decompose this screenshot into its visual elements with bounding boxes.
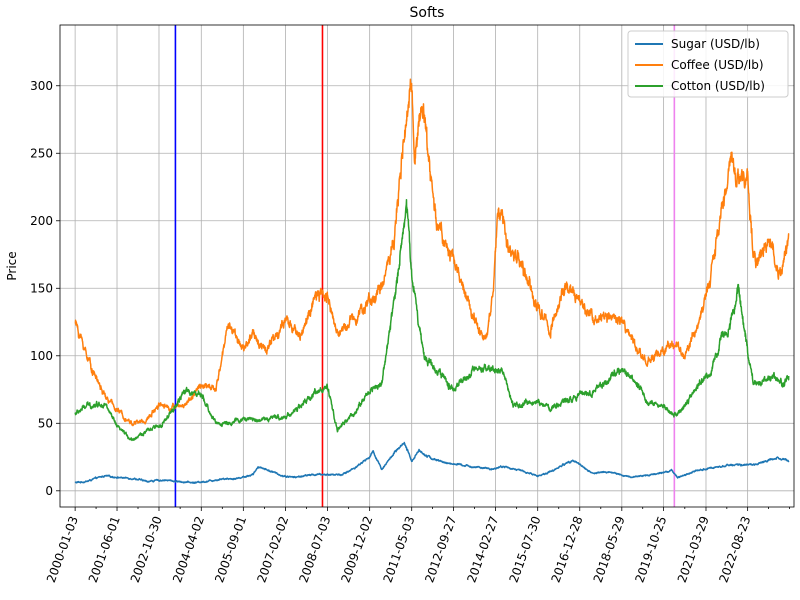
legend: Sugar (USD/lb) Coffee (USD/lb) Cotton (USD… bbox=[627, 30, 789, 98]
y-tick-label: 250 bbox=[30, 146, 53, 160]
legend-box bbox=[627, 30, 789, 98]
legend-label: Sugar (USD/lb) bbox=[671, 37, 760, 51]
legend-label: Cotton (USD/lb) bbox=[671, 79, 765, 93]
series-lines bbox=[74, 78, 790, 484]
y-axis-label: Price bbox=[5, 251, 19, 280]
series-line bbox=[74, 441, 790, 484]
y-tick-label: 300 bbox=[30, 79, 53, 93]
event-vertical-lines bbox=[174, 25, 676, 507]
plot-area-frame bbox=[59, 24, 795, 508]
series-line bbox=[74, 198, 790, 442]
y-tick-label: 200 bbox=[30, 214, 53, 228]
y-tick-label: 100 bbox=[30, 349, 53, 363]
legend-label: Coffee (USD/lb) bbox=[671, 58, 764, 72]
chart-title: Softs bbox=[410, 5, 445, 21]
y-tick-label: 150 bbox=[30, 281, 53, 295]
y-tick-label: 50 bbox=[38, 416, 53, 430]
series-line bbox=[74, 78, 790, 427]
y-tick-label: 0 bbox=[45, 484, 53, 498]
grid bbox=[60, 25, 794, 507]
y-axis: 0 50 100 150 200 250 300 bbox=[30, 79, 60, 498]
